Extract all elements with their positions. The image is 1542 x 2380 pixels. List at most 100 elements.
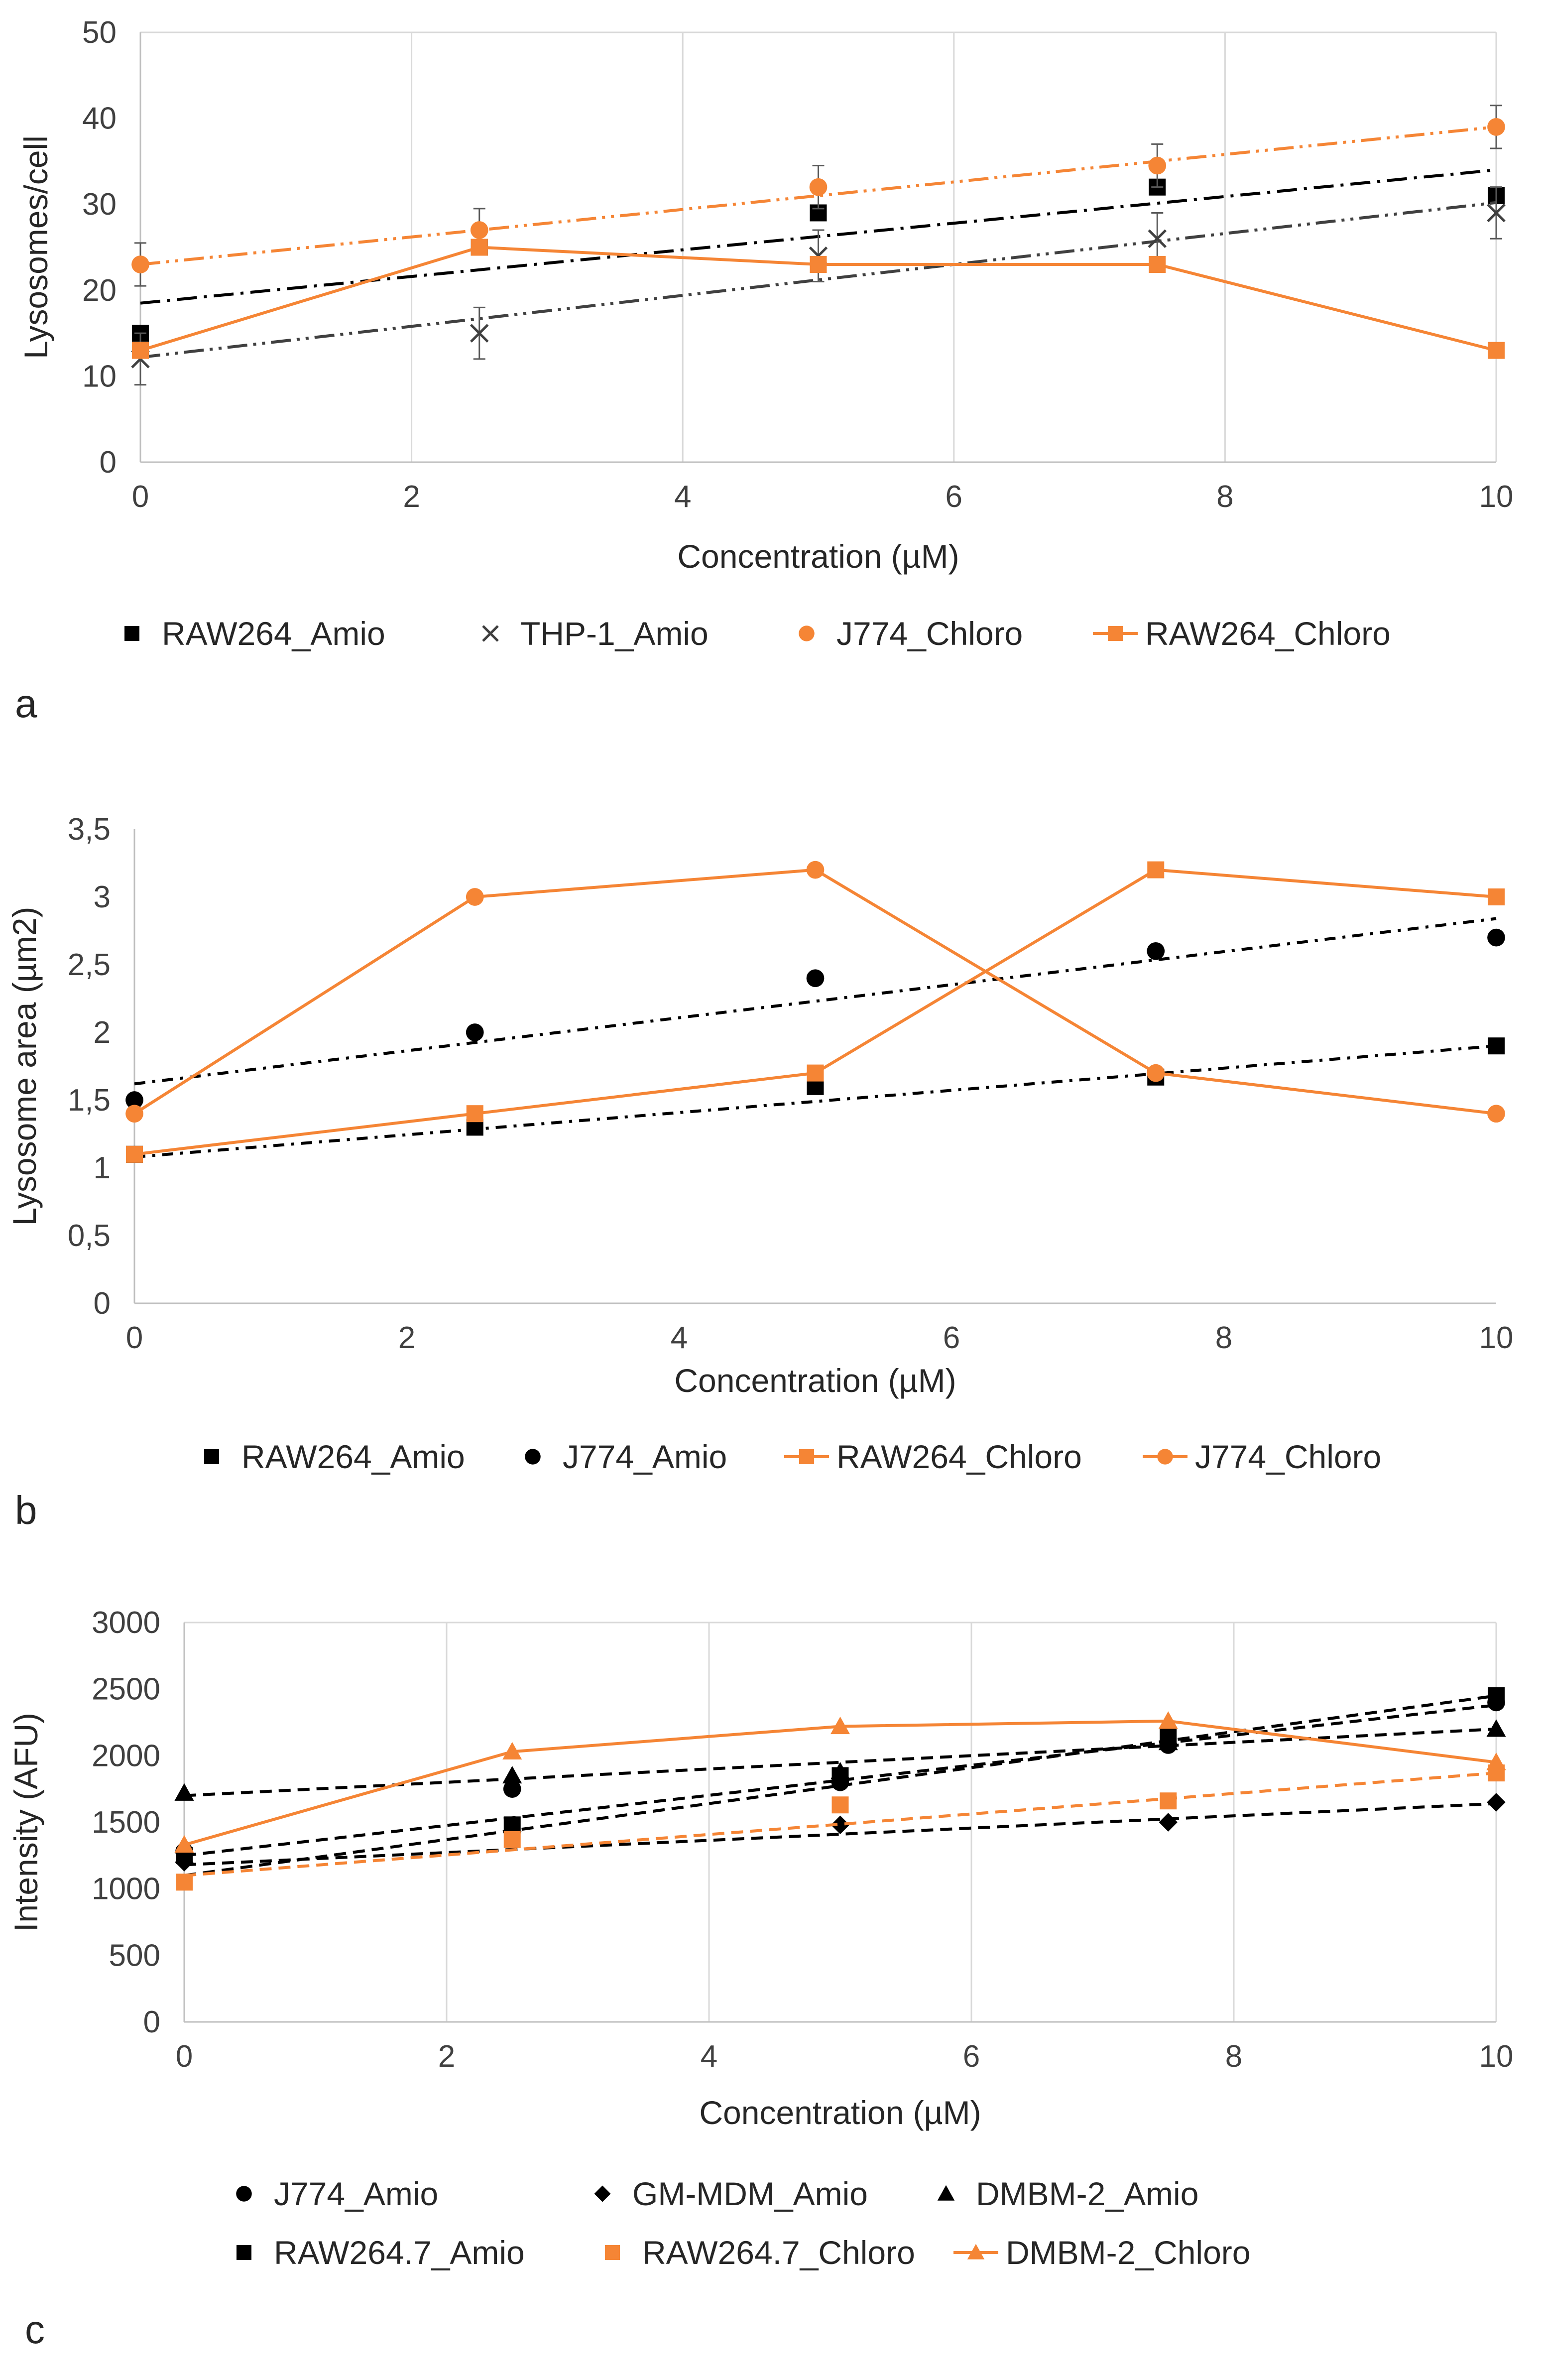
data-point [503, 1816, 521, 1834]
y-tick-label: 3000 [92, 1606, 160, 1640]
panel-label: a [15, 681, 37, 726]
y-tick-label: 40 [82, 102, 117, 136]
y-axis-label: Lysosomes/cell [17, 135, 54, 359]
data-point [1486, 1753, 1506, 1770]
trendline-J774_Chloro [140, 125, 1497, 266]
data-point [1486, 1719, 1506, 1737]
legend-marker-2 [799, 626, 815, 641]
data-point [1487, 203, 1506, 223]
data-point [466, 1023, 484, 1041]
x-tick-label: 10 [1479, 480, 1514, 514]
data-point [1148, 229, 1167, 249]
x-tick-label: 2 [403, 480, 420, 514]
data-point [1147, 1064, 1165, 1082]
data-point [831, 1767, 849, 1784]
data-point [125, 1105, 143, 1123]
x-tick-label: 8 [1216, 480, 1233, 514]
series-J774_Amio [125, 917, 1505, 1109]
y-tick-label: 500 [109, 1938, 160, 1973]
data-point [1149, 256, 1166, 273]
x-tick-label: 8 [1215, 1321, 1232, 1355]
data-point [830, 1815, 850, 1835]
data-point [1487, 928, 1505, 947]
legend-label: GM-MDM_Amio [632, 2175, 868, 2212]
trendline-RAW264_Amio [134, 1044, 1497, 1159]
data-point [1487, 1105, 1505, 1123]
legend-label: J774_Chloro [1195, 1438, 1381, 1475]
panel-label: b [15, 1488, 37, 1532]
data-point [126, 1145, 143, 1163]
trendline-RAW264.7_Amio [184, 1694, 1497, 1877]
legend-label: J774_Amio [563, 1438, 727, 1475]
legend-marker-5 [967, 2244, 985, 2259]
legend-label: RAW264_Chloro [836, 1438, 1082, 1475]
y-tick-label: 2 [94, 1015, 111, 1050]
legend-marker-3 [237, 2245, 251, 2260]
legend-label: RAW264.7_Amio [274, 2234, 525, 2271]
y-axis-label: Intensity (AFU) [7, 1713, 44, 1932]
x-tick-label: 6 [943, 1321, 960, 1355]
y-tick-label: 0 [94, 1286, 111, 1321]
legend-marker-1 [525, 1449, 541, 1465]
y-tick-label: 1 [94, 1151, 111, 1185]
series-line-RAW264_Chloro [134, 868, 1497, 1156]
trendline-GM-MDM_Amio [184, 1802, 1497, 1867]
legend-marker-3 [1108, 626, 1123, 641]
legend-marker-3 [1157, 1449, 1173, 1465]
y-axis-label: Lysosome area (µm2) [6, 907, 43, 1226]
legend-label: J774_Amio [274, 2175, 438, 2212]
series-RAW264_Amio [126, 1037, 1505, 1163]
data-point [176, 1874, 193, 1891]
data-point [470, 221, 488, 239]
legend-label: RAW264_Amio [162, 615, 385, 652]
legend: RAW264_Amio J774_Amio RAW264_Chloro J774_Ch… [204, 1438, 1381, 1475]
data-point [1159, 1813, 1178, 1832]
data-point [502, 1765, 522, 1784]
data-point [831, 1796, 849, 1814]
data-point [503, 1831, 521, 1848]
data-point [1160, 1792, 1177, 1810]
legend-marker-0 [204, 1449, 219, 1464]
y-tick-label: 1,5 [68, 1083, 111, 1118]
x-tick-label: 8 [1225, 2039, 1242, 2074]
panel-label: c [25, 2307, 45, 2352]
x-tick-label: 0 [126, 1321, 143, 1355]
y-tick-label: 20 [82, 273, 117, 308]
series-DMBM-2_Chloro [174, 1711, 1506, 1853]
y-tick-label: 0 [100, 445, 117, 480]
data-point [503, 1780, 521, 1798]
data-point [1488, 888, 1505, 905]
data-point [1148, 156, 1167, 175]
data-point [1147, 861, 1165, 878]
series-RAW264_Chloro [132, 239, 1505, 359]
legend-marker-1 [482, 625, 499, 642]
data-point [1487, 1793, 1506, 1812]
y-tick-label: 3,5 [68, 812, 111, 847]
legend-label: RAW264_Amio [241, 1438, 465, 1475]
legend-label: RAW264.7_Chloro [642, 2234, 915, 2271]
data-point [174, 1783, 194, 1801]
y-tick-label: 0,5 [68, 1219, 111, 1253]
data-point [132, 342, 149, 359]
legend-marker-2 [799, 1449, 814, 1464]
data-point [1487, 118, 1505, 136]
data-point [807, 1064, 824, 1082]
x-tick-label: 0 [176, 2039, 193, 2074]
data-point [810, 256, 827, 273]
data-point [471, 239, 488, 256]
data-point [466, 1105, 483, 1123]
series-RAW264.7_Amio [176, 1687, 1505, 1877]
data-point [502, 1742, 522, 1759]
data-point [125, 1091, 143, 1109]
series-J774_Chloro [125, 861, 1505, 1123]
x-tick-label: 6 [946, 480, 962, 514]
x-tick-label: 2 [398, 1321, 415, 1355]
data-point [131, 255, 149, 273]
x-axis-label: Concentration (µM) [677, 538, 959, 575]
y-tick-label: 3 [94, 880, 111, 914]
legend-marker-1 [594, 2185, 611, 2202]
data-point [466, 888, 484, 906]
data-point [1147, 942, 1165, 960]
x-axis-label: Concentration (µM) [699, 2094, 981, 2131]
